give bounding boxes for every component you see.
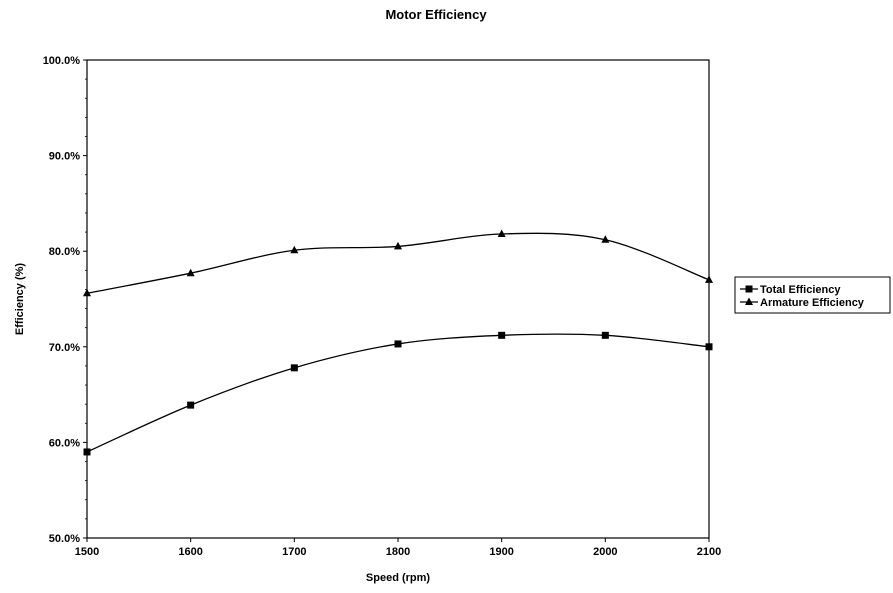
x-tick-label: 1700 bbox=[282, 546, 306, 558]
x-tick-label: 1500 bbox=[75, 546, 99, 558]
square-marker bbox=[84, 448, 91, 455]
y-tick-label: 100.0% bbox=[43, 55, 81, 67]
square-marker bbox=[291, 364, 298, 371]
x-axis: 1500 1600 1700 1800 1900 2000 2100 bbox=[75, 538, 721, 558]
y-tick-label: 80.0% bbox=[49, 246, 80, 258]
x-tick-label: 2100 bbox=[697, 546, 721, 558]
x-tick-label: 1900 bbox=[489, 546, 513, 558]
triangle-marker bbox=[498, 229, 506, 237]
square-marker bbox=[187, 402, 194, 409]
x-axis-label: Speed (rpm) bbox=[366, 572, 431, 584]
y-tick-label: 90.0% bbox=[49, 151, 80, 163]
chart-title: Motor Efficiency bbox=[385, 7, 487, 22]
plot-area bbox=[87, 60, 709, 538]
series-2 bbox=[83, 229, 713, 296]
legend-square-marker bbox=[746, 286, 753, 293]
y-tick-label: 50.0% bbox=[49, 533, 80, 545]
x-tick-label: 2000 bbox=[593, 546, 617, 558]
y-axis-label: Efficiency (%) bbox=[14, 263, 26, 335]
x-tick-label: 1800 bbox=[386, 546, 410, 558]
square-marker bbox=[498, 332, 505, 339]
series-line bbox=[87, 334, 709, 452]
square-marker bbox=[706, 343, 713, 350]
y-axis: 50.0% 60.0% 70.0% 80.0% 90.0% 100.0% bbox=[43, 55, 87, 545]
series-1 bbox=[84, 332, 713, 456]
legend-label: Armature Efficiency bbox=[760, 297, 865, 309]
y-tick-label: 70.0% bbox=[49, 342, 80, 354]
y-tick-label: 60.0% bbox=[49, 437, 80, 449]
square-marker bbox=[602, 332, 609, 339]
legend-label: Total Efficiency bbox=[760, 284, 841, 296]
series-group bbox=[83, 229, 713, 455]
x-tick-label: 1600 bbox=[178, 546, 202, 558]
square-marker bbox=[395, 340, 402, 347]
